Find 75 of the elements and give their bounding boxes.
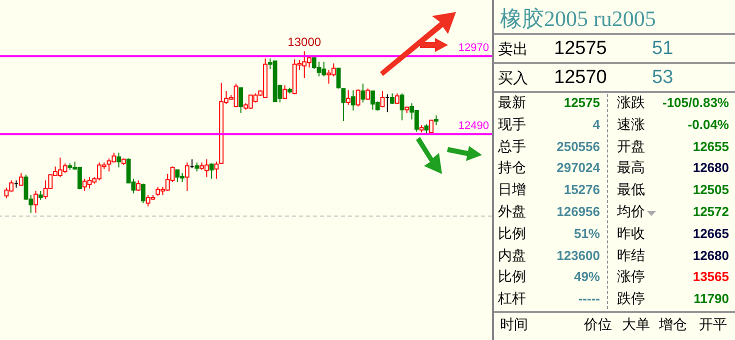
text: -----	[578, 291, 600, 306]
candlestick	[18, 172, 24, 186]
candlestick	[184, 162, 190, 192]
candlestick	[116, 152, 121, 168]
text: 12575	[554, 38, 607, 60]
text: -105/0.83%	[662, 95, 729, 110]
candlestick	[380, 90, 385, 108]
text: 11790	[694, 291, 729, 306]
text: 12680	[692, 160, 729, 176]
text: 12572	[692, 204, 729, 219]
text: 外盘	[498, 203, 526, 221]
text: 最低	[617, 181, 645, 200]
text: 比例	[498, 224, 526, 243]
text: 49%	[574, 269, 600, 284]
ref-line-label: 12490	[458, 120, 489, 132]
text: 12665	[692, 226, 729, 241]
text: 总手	[498, 138, 526, 156]
text: 昨收	[617, 224, 645, 243]
text: 最高	[617, 159, 645, 178]
candlestick	[346, 90, 351, 106]
text: 跌停	[617, 290, 645, 308]
text: 开平	[699, 316, 727, 334]
text: 12575	[564, 95, 600, 110]
text: 51	[652, 38, 674, 60]
text: 速涨	[617, 116, 645, 134]
candlestick	[282, 84, 288, 100]
text: 涨跌	[617, 94, 645, 112]
candlestick	[356, 88, 360, 107]
text: 卖出	[498, 40, 528, 59]
text: 53	[652, 67, 674, 89]
text: 12655	[692, 138, 729, 154]
candlestick	[136, 180, 141, 192]
text: 增仓	[659, 316, 687, 334]
text: 123600	[556, 248, 600, 263]
candlestick	[209, 162, 214, 180]
text: 12505	[692, 182, 729, 198]
text: 均价	[617, 203, 645, 221]
candlestick	[360, 83, 366, 103]
text: 持仓	[498, 159, 526, 178]
text: 250556	[556, 138, 600, 154]
text: 杠杆	[498, 290, 526, 308]
candlestick	[394, 92, 400, 104]
candlestick	[390, 92, 394, 104]
candlestick	[434, 114, 438, 126]
candlestick	[366, 88, 370, 100]
candlestick	[400, 92, 404, 121]
text: 内盘	[498, 246, 526, 265]
text: 12680	[692, 248, 729, 263]
candlestick	[34, 190, 38, 214]
candlestick	[238, 87, 244, 114]
annotation: 13000	[288, 35, 322, 50]
text: 日增	[498, 181, 526, 200]
candlestick	[429, 120, 434, 133]
text: 297024	[556, 160, 600, 176]
text: 涨停	[617, 268, 645, 286]
text: 126956	[556, 204, 600, 219]
text: 最新	[498, 94, 526, 112]
text: 开盘	[617, 138, 645, 156]
text: 价位	[584, 316, 612, 334]
text: 时间	[500, 316, 528, 334]
text: 买入	[498, 69, 528, 88]
text: 橡胶2005 ru2005	[500, 5, 656, 33]
candlestick	[350, 90, 356, 111]
text: 13565	[692, 269, 729, 284]
text: 昨结	[617, 246, 645, 265]
text: 大单	[622, 316, 650, 334]
text: 12570	[554, 67, 607, 89]
text: -0.04%	[688, 116, 729, 132]
ref-line-label: 12970	[458, 42, 489, 54]
candlestick	[141, 183, 146, 204]
text: 比例	[498, 268, 526, 286]
text: 51%	[574, 226, 600, 241]
text: 15276	[564, 182, 600, 198]
text: 4	[592, 116, 600, 132]
text: 现手	[498, 116, 526, 134]
